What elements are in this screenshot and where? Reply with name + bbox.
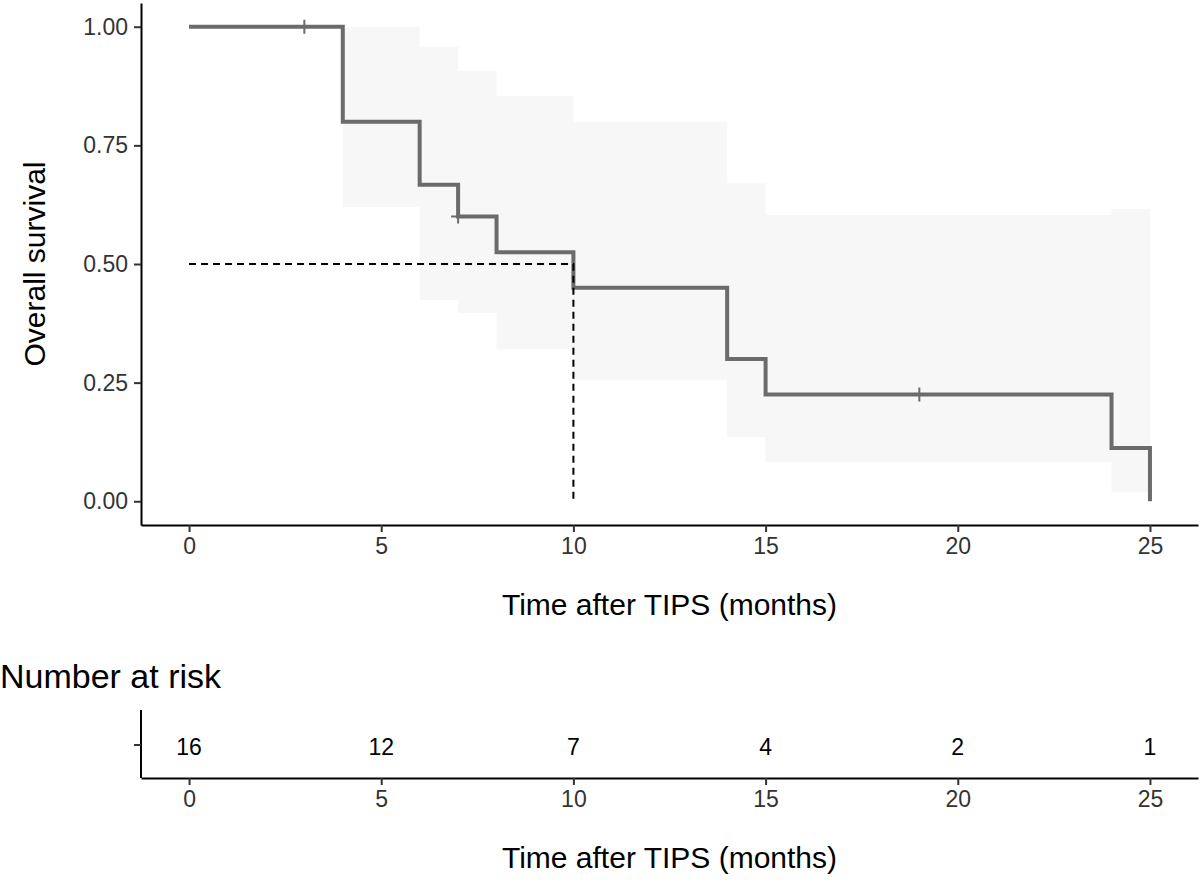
tick-label: 5 [375, 533, 388, 559]
tick-mark [1149, 525, 1151, 532]
tick: 25 [1138, 778, 1164, 812]
tick-label: 20 [945, 786, 971, 812]
tick: 15 [753, 525, 779, 559]
tick-label: 15 [753, 533, 779, 559]
risk-count: 1 [1144, 734, 1157, 760]
risk-count: 16 [176, 734, 202, 760]
x-axis: 0 5 10 15 20 25 [142, 525, 1199, 559]
y-axis: 0.00 0.25 0.50 0.75 1.00 [83, 4, 141, 526]
tick-label: 25 [1138, 533, 1164, 559]
tick: 0 [183, 525, 196, 559]
tick: 0.50 [83, 251, 141, 277]
tick-mark [134, 264, 141, 266]
tick-label: 0 [183, 533, 196, 559]
tick-mark [189, 778, 191, 785]
risk-x-axis: 0 5 10 15 20 25 [142, 778, 1199, 812]
tick: 20 [945, 778, 971, 812]
censor-mark [297, 20, 311, 34]
tick: 15 [753, 778, 779, 812]
tick-label: 15 [753, 786, 779, 812]
tick: 0.25 [83, 369, 141, 395]
tick: 5 [375, 525, 388, 559]
risk-x-axis-title: Time after TIPS (months) [502, 841, 837, 874]
tick-label: 0.25 [83, 369, 128, 395]
tick-mark [573, 525, 575, 532]
risk-count: 7 [567, 734, 580, 760]
tick-mark [381, 778, 383, 785]
tick-label: 1.00 [83, 14, 128, 40]
median-line [189, 264, 573, 501]
tick-label: 25 [1138, 786, 1164, 812]
tick-label: 5 [375, 786, 388, 812]
censor-mark [912, 388, 926, 402]
tick: 0.00 [83, 488, 141, 514]
tick-mark [381, 525, 383, 532]
tick-mark [134, 26, 141, 28]
tick-mark [134, 501, 141, 503]
risk-count: 12 [368, 734, 394, 760]
tick: 1.00 [83, 14, 141, 40]
axis-line [142, 525, 1199, 527]
tick-mark [189, 525, 191, 532]
tick: 5 [375, 778, 388, 812]
tick-mark [134, 145, 141, 147]
chart: 05101520250.000.250.500.751.00Time after… [0, 0, 1200, 889]
x-axis-title: Time after TIPS (months) [502, 588, 837, 621]
tick-mark [957, 525, 959, 532]
tick-label: 20 [945, 533, 971, 559]
tick-mark [957, 778, 959, 785]
tick: 0 [183, 778, 196, 812]
risk-count: 4 [759, 734, 772, 760]
tick: 10 [561, 778, 587, 812]
risk-table-y-tick [134, 744, 141, 746]
tick: 0.75 [83, 132, 141, 158]
tick-label: 10 [561, 786, 587, 812]
plot-area [189, 20, 1150, 502]
axis-line [142, 778, 1199, 780]
y-axis-title: Overall survival [18, 161, 51, 366]
confidence-band [189, 27, 1150, 502]
tick: 20 [945, 525, 971, 559]
tick-mark [1149, 778, 1151, 785]
tick-mark [134, 382, 141, 384]
tick-label: 0 [183, 786, 196, 812]
survival-curve [189, 27, 1150, 502]
risk-table-title: Number at risk [0, 657, 222, 695]
tick-label: 0.75 [83, 132, 128, 158]
tick: 25 [1138, 525, 1164, 559]
risk-count: 2 [951, 734, 964, 760]
tick: 10 [561, 525, 587, 559]
tick-label: 0.00 [83, 488, 128, 514]
tick-label: 0.50 [83, 251, 128, 277]
tick-mark [573, 778, 575, 785]
tick-label: 10 [561, 533, 587, 559]
censor-mark [451, 210, 465, 224]
tick-mark [765, 525, 767, 532]
tick-mark [765, 778, 767, 785]
